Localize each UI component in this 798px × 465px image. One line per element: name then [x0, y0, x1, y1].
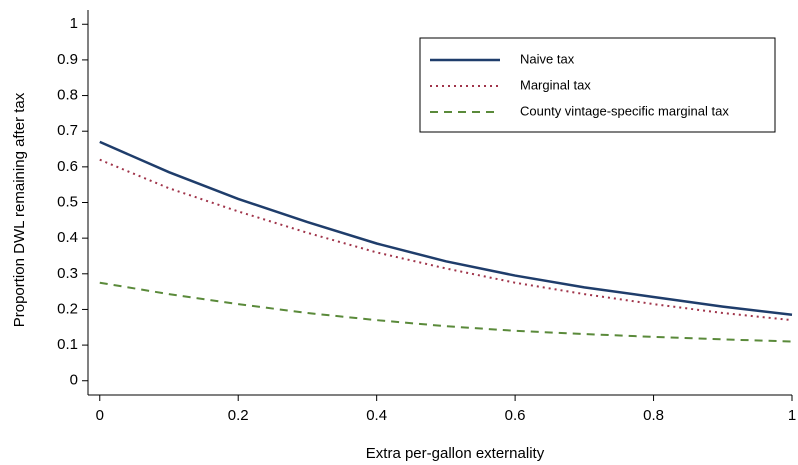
y-tick-label: 0.1 — [57, 336, 78, 353]
series-line — [99, 281, 793, 343]
series-line — [99, 158, 793, 322]
y-tick-label: 0.7 — [57, 122, 78, 139]
x-tick-label: 0.6 — [505, 407, 526, 424]
legend-label: Marginal tax — [520, 77, 591, 92]
y-axis-label: Proportion DWL remaining after tax — [11, 92, 28, 327]
y-tick-label: 1 — [70, 15, 78, 32]
y-tick-label: 0.5 — [57, 193, 78, 210]
y-tick-label: 0.6 — [57, 158, 78, 175]
y-tick-label: 0.8 — [57, 87, 78, 104]
y-tick-label: 0.3 — [57, 265, 78, 282]
legend: Naive tax Marginal tax County vintage-spec… — [419, 37, 776, 133]
x-tick-label: 0.2 — [228, 407, 249, 424]
x-tick-label: 0.4 — [366, 407, 387, 424]
y-tick-label: 0.4 — [57, 229, 78, 246]
legend-label: Naive tax — [520, 51, 575, 66]
x-axis-label: Extra per-gallon externality — [366, 445, 545, 462]
y-tick-label: 0 — [70, 372, 78, 389]
legend-label: County vintage-specific marginal tax — [520, 103, 729, 118]
x-tick-label: 1 — [788, 407, 796, 424]
y-tick-label: 0.2 — [57, 300, 78, 317]
x-tick-label: 0.8 — [643, 407, 664, 424]
x-tick-label: 0 — [96, 407, 104, 424]
series-line — [99, 140, 793, 317]
y-tick-label: 0.9 — [57, 51, 78, 68]
